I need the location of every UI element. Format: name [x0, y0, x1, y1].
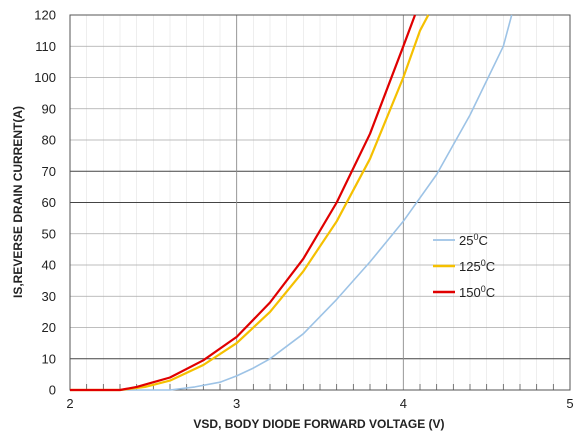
grid	[69, 14, 571, 391]
y-tick-label: 0	[49, 383, 56, 398]
legend-label: 250C	[459, 232, 488, 248]
y-tick-label: 40	[42, 258, 56, 273]
x-tick-label: 3	[233, 396, 240, 411]
x-tick-label: 4	[400, 396, 407, 411]
y-tick-label: 70	[42, 164, 56, 179]
legend: 250C 1250C 1500C	[433, 232, 495, 300]
x-axis-title: VSD, BODY DIODE FORWARD VOLTAGE (V)	[193, 417, 444, 431]
series-line-125c	[70, 14, 430, 392]
plot-area-border	[69, 14, 571, 391]
legend-label: 1250C	[459, 258, 495, 274]
y-tick-label: 50	[42, 226, 56, 241]
y-tick-label: 60	[42, 195, 56, 210]
y-tick-label: 10	[42, 351, 56, 366]
y-tick-label: 30	[42, 289, 56, 304]
series-line-25c	[70, 14, 513, 391]
series-line-150c	[70, 14, 417, 392]
x-tick-labels: 2 3 4 5	[66, 396, 573, 411]
y-tick-label: 110	[35, 39, 56, 54]
legend-label: 1500C	[459, 284, 495, 300]
y-axis-title: IS,REVERSE DRAIN CURRENT(A)	[11, 106, 25, 298]
y-tick-label: 100	[34, 70, 56, 85]
x-tick-label: 5	[566, 396, 573, 411]
y-tick-labels: 0 10 20 30 40 50 60 70 80 90 100 110 120	[34, 8, 56, 398]
y-tick-label: 120	[34, 8, 56, 23]
y-tick-label: 80	[42, 133, 56, 148]
y-tick-label: 20	[42, 320, 56, 335]
x-tick-label: 2	[66, 396, 73, 411]
series-lines	[70, 14, 513, 392]
y-tick-label: 90	[42, 101, 56, 116]
